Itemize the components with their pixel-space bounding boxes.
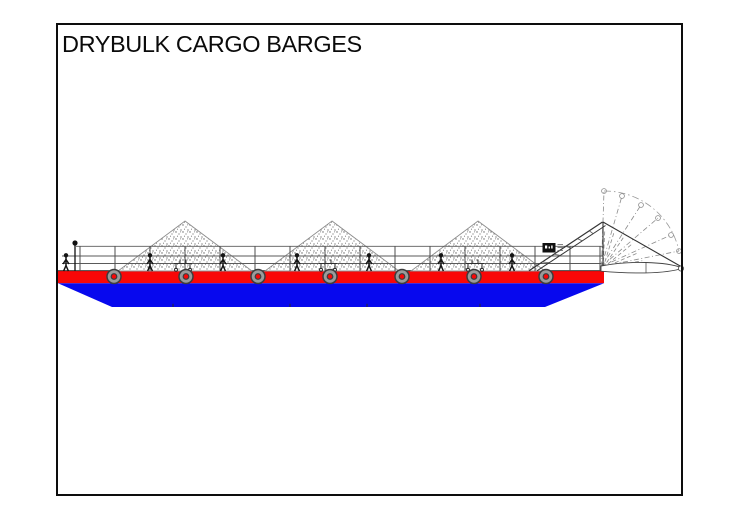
equipment-sign <box>542 243 563 253</box>
figure-leg <box>368 265 373 272</box>
figure-leg <box>511 265 516 272</box>
ghost-boom-tip <box>619 193 625 199</box>
ghost-boom <box>601 193 625 269</box>
figure-head <box>366 253 372 258</box>
figure-head <box>294 253 300 258</box>
figure-head <box>220 253 226 258</box>
figure-head <box>438 253 444 258</box>
crew-figures <box>62 253 516 272</box>
drawing-title: DRYBULK CARGO BARGES <box>62 31 362 57</box>
crew-figure <box>437 253 445 272</box>
ghost-boom-tip <box>638 202 644 208</box>
cart-wheel <box>319 267 323 272</box>
mast-rung <box>542 261 550 264</box>
bow-flag-pole <box>72 240 78 271</box>
cart-wheel <box>466 267 470 272</box>
cart-wheel <box>174 267 178 272</box>
ghost-boom-line <box>601 195 623 267</box>
figure-arm <box>508 259 513 265</box>
tire-fender <box>394 268 410 285</box>
figure-leg <box>149 265 154 272</box>
figure-leg <box>296 265 301 272</box>
tire-fenders <box>106 268 554 285</box>
figure-head <box>147 253 153 258</box>
cart-wheel <box>480 267 484 272</box>
hull-blue-bottom <box>58 283 604 307</box>
crew-figure <box>365 253 373 272</box>
sign-mark-1 <box>545 245 548 249</box>
crew-figure <box>219 253 227 272</box>
figure-arm <box>62 259 67 265</box>
figure-arm <box>146 259 151 265</box>
mast-lattice-rungs <box>542 230 594 264</box>
mast-rung <box>565 246 572 249</box>
sign-mark-2 <box>548 246 550 249</box>
crew-figure <box>62 253 70 272</box>
flag-pole-ball <box>72 240 78 246</box>
boom-stay-cable <box>602 221 682 267</box>
figure-leg <box>440 265 445 272</box>
ghost-boom <box>601 215 661 269</box>
tire-fender <box>178 268 194 285</box>
hull-plate-ticks <box>172 303 481 307</box>
figure-arm <box>65 259 70 265</box>
figure-leg <box>222 265 227 272</box>
tire-fender <box>106 268 122 285</box>
figure-arm <box>368 259 373 265</box>
ghost-boom-line <box>601 204 642 267</box>
figure-arm <box>365 259 370 265</box>
boom-swing-arc <box>603 190 680 252</box>
ghost-boom <box>601 202 644 269</box>
figure-arm <box>149 259 154 265</box>
deck-cart <box>466 259 484 272</box>
railing-posts <box>79 246 601 271</box>
tire-hub <box>254 273 262 280</box>
stern-derrick <box>528 188 685 274</box>
tire-hub <box>182 273 190 280</box>
figure-arm <box>296 259 301 265</box>
tire-hub <box>542 273 550 280</box>
sign-mark-3 <box>551 245 553 249</box>
tire-fender <box>322 268 338 285</box>
tire-hub <box>110 273 118 280</box>
figure-arm <box>440 259 445 265</box>
ghost-boom-line <box>601 234 672 267</box>
tire-fender <box>250 268 266 285</box>
figure-arm <box>293 259 298 265</box>
ghost-boom-tip <box>655 215 661 221</box>
ghost-boom-line <box>601 217 659 267</box>
tire-fender <box>466 268 482 285</box>
crew-figure <box>293 253 301 272</box>
drawing-border <box>56 23 683 496</box>
tire-hub <box>398 273 406 280</box>
figure-leg <box>65 265 70 272</box>
ghost-boom-tip <box>668 232 674 238</box>
mast-rung <box>577 238 583 242</box>
crew-figure <box>508 253 516 272</box>
ghost-boom <box>601 232 674 269</box>
figure-head <box>63 253 69 258</box>
figure-head <box>509 253 515 258</box>
tire-hub <box>470 273 478 280</box>
crew-figure <box>146 253 154 272</box>
tire-hub <box>326 273 334 280</box>
mast-rung <box>589 230 594 234</box>
tire-fender <box>538 268 554 285</box>
figure-arm <box>511 259 516 265</box>
figure-arm <box>437 259 442 265</box>
figure-arm <box>219 259 224 265</box>
figure-arm <box>222 259 227 265</box>
mast-rung <box>553 253 561 256</box>
